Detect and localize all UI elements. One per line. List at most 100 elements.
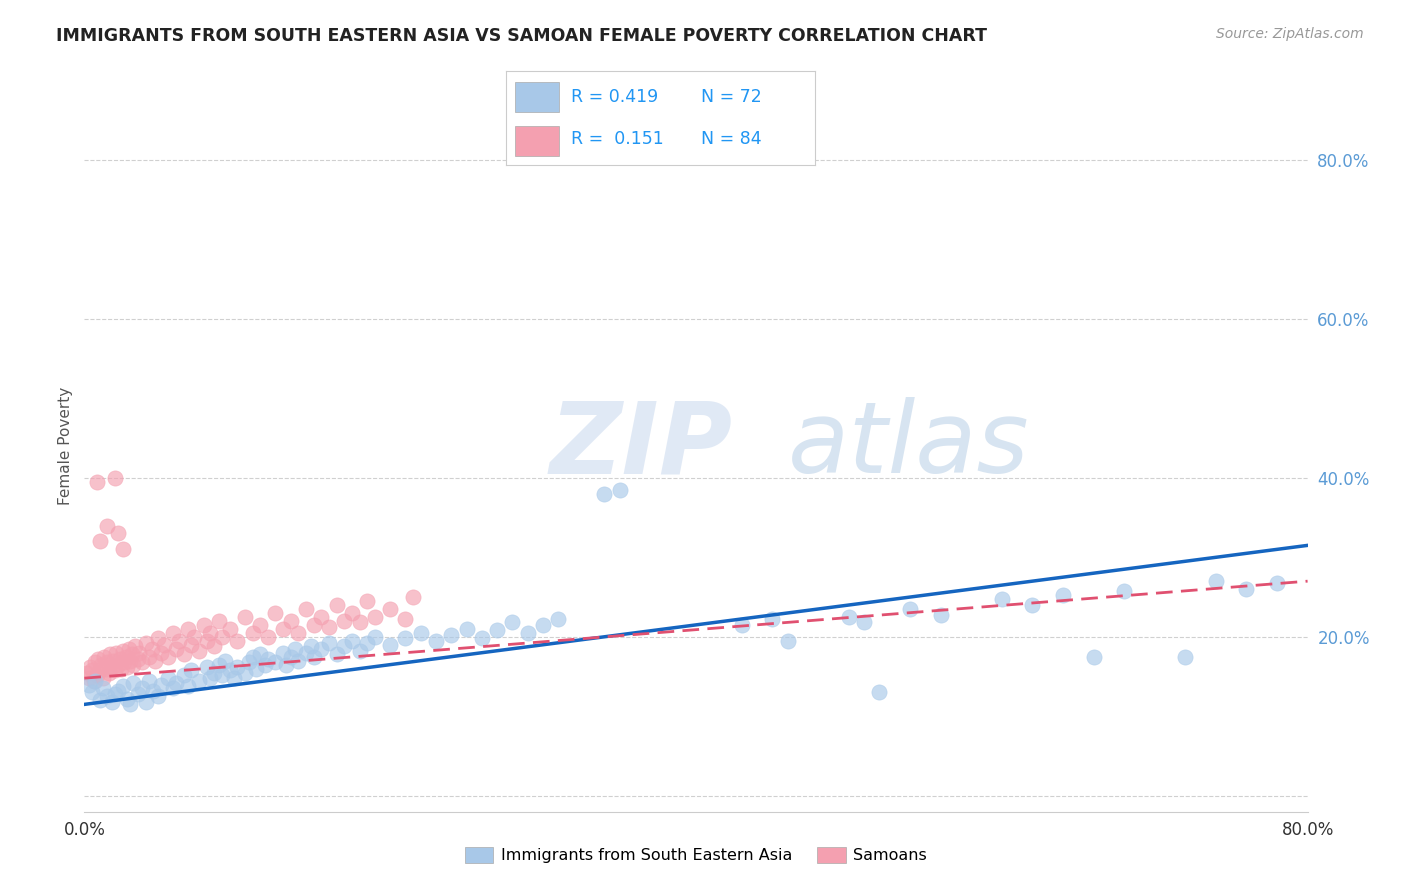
Point	[208, 657, 231, 672]
Point	[302, 618, 325, 632]
Point	[87, 652, 110, 666]
Point	[245, 662, 267, 676]
Point	[177, 679, 200, 693]
Point	[929, 607, 952, 622]
Point	[311, 641, 333, 656]
Point	[318, 620, 340, 634]
Point	[111, 542, 134, 557]
Point	[233, 665, 256, 680]
Point	[165, 641, 187, 656]
Point	[776, 633, 799, 648]
Point	[440, 628, 463, 642]
Point	[193, 618, 215, 632]
Point	[333, 614, 356, 628]
Point	[1236, 582, 1258, 596]
Point	[162, 625, 184, 640]
Point	[287, 625, 309, 640]
Point	[90, 657, 112, 672]
Point	[349, 644, 371, 658]
Point	[1083, 649, 1105, 664]
Point	[311, 610, 333, 624]
Point	[456, 622, 478, 636]
Point	[114, 649, 136, 664]
Point	[86, 668, 108, 682]
Point	[79, 660, 101, 674]
Point	[96, 518, 118, 533]
Point	[77, 671, 100, 685]
Point	[108, 652, 131, 666]
Point	[302, 649, 325, 664]
Point	[242, 625, 264, 640]
Point	[146, 690, 169, 704]
Point	[242, 649, 264, 664]
Point	[89, 663, 111, 677]
Point	[394, 612, 416, 626]
Point	[198, 625, 221, 640]
Point	[107, 526, 129, 541]
Point	[107, 684, 129, 698]
Point	[104, 663, 127, 677]
Point	[135, 636, 157, 650]
Point	[131, 655, 153, 669]
Point	[280, 649, 302, 664]
Point	[177, 622, 200, 636]
Text: R =  0.151: R = 0.151	[571, 130, 664, 148]
Point	[394, 632, 416, 646]
Point	[502, 615, 524, 630]
Point	[402, 590, 425, 604]
Point	[173, 648, 195, 662]
Point	[149, 646, 172, 660]
Point	[1265, 575, 1288, 590]
Point	[226, 660, 249, 674]
Point	[188, 673, 211, 688]
Point	[76, 665, 98, 680]
Point	[238, 655, 260, 669]
Point	[84, 655, 107, 669]
Point	[547, 612, 569, 626]
Point	[157, 649, 180, 664]
Point	[214, 654, 236, 668]
Point	[195, 633, 218, 648]
Point	[226, 633, 249, 648]
Point	[1052, 589, 1074, 603]
Text: R = 0.419: R = 0.419	[571, 87, 658, 105]
Point	[80, 685, 103, 699]
Point	[531, 618, 554, 632]
Point	[1114, 583, 1136, 598]
Text: N = 84: N = 84	[702, 130, 762, 148]
Point	[105, 646, 128, 660]
Point	[609, 483, 631, 497]
Point	[211, 630, 233, 644]
Point	[77, 677, 100, 691]
Point	[233, 610, 256, 624]
Point	[91, 681, 114, 696]
Point	[1174, 649, 1197, 664]
Point	[838, 610, 860, 624]
Point	[104, 687, 127, 701]
Point	[118, 641, 141, 656]
Point	[853, 615, 876, 630]
Point	[409, 625, 432, 640]
Point	[124, 640, 146, 654]
Point	[325, 648, 347, 662]
Point	[380, 638, 402, 652]
Point	[153, 638, 176, 652]
Point	[80, 663, 103, 677]
Point	[188, 644, 211, 658]
Point	[94, 662, 117, 676]
Point	[991, 591, 1014, 606]
Point	[1021, 598, 1043, 612]
Point	[165, 676, 187, 690]
Point	[211, 668, 233, 682]
Point	[112, 655, 135, 669]
Point	[101, 695, 124, 709]
Point	[110, 662, 132, 676]
Point	[97, 665, 120, 680]
Point	[198, 671, 221, 685]
Point	[264, 655, 287, 669]
Point	[162, 681, 184, 696]
Text: ZIP: ZIP	[550, 398, 733, 494]
Y-axis label: Female Poverty: Female Poverty	[58, 387, 73, 505]
Point	[249, 618, 271, 632]
Point	[183, 630, 205, 644]
